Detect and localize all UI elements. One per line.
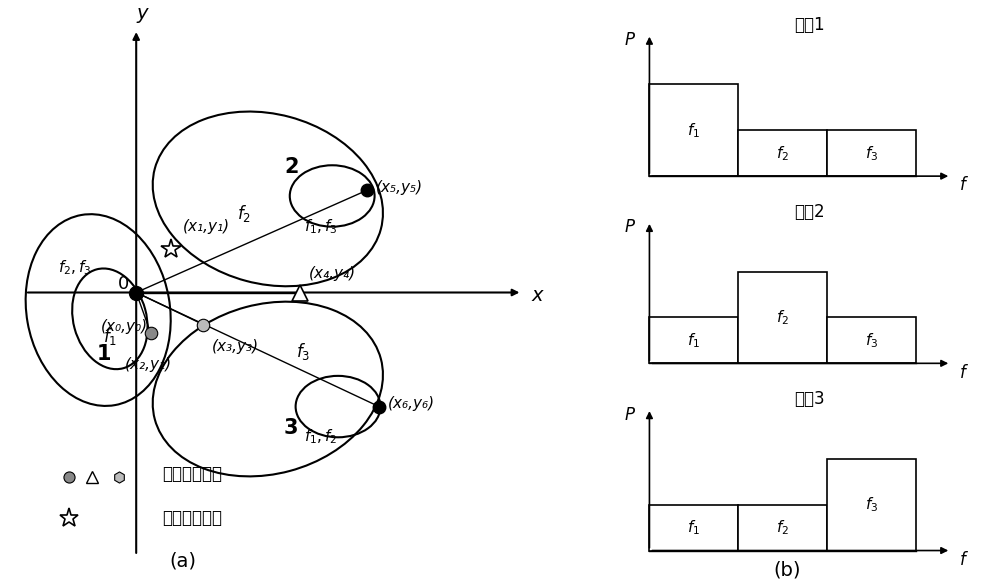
Text: $f_2$: $f_2$	[776, 144, 789, 163]
Text: $f_1$: $f_1$	[687, 518, 700, 537]
Bar	[738, 271, 827, 363]
Text: 2: 2	[284, 157, 298, 177]
Text: $f$: $f$	[959, 176, 969, 194]
Text: (x₄,y₄): (x₄,y₄)	[309, 266, 356, 281]
Text: $f$: $f$	[959, 550, 969, 569]
Text: (x₀,y₀): (x₀,y₀)	[101, 319, 148, 334]
Text: $f_1$: $f_1$	[687, 121, 700, 140]
Bar	[827, 459, 916, 550]
Bar	[738, 130, 827, 176]
Text: y: y	[136, 5, 148, 23]
Bar	[649, 318, 738, 363]
Text: $P$: $P$	[624, 218, 636, 236]
Text: (b): (b)	[773, 561, 800, 580]
Text: $f_2$: $f_2$	[776, 308, 789, 327]
Text: (x₅,y₅): (x₅,y₅)	[376, 180, 423, 195]
Bar	[649, 505, 738, 550]
Text: $f_2$: $f_2$	[776, 518, 789, 537]
Text: $f_3$: $f_3$	[296, 341, 310, 362]
Text: 小区中心节点: 小区中心节点	[163, 509, 223, 526]
Text: (x₆,y₆): (x₆,y₆)	[388, 396, 435, 411]
Text: $f_1,f_3$: $f_1,f_3$	[304, 217, 337, 236]
Text: x: x	[531, 286, 543, 305]
Text: $f_3$: $f_3$	[865, 495, 878, 514]
Text: 小区边缘节点: 小区边缘节点	[163, 465, 223, 483]
Text: 1: 1	[97, 344, 111, 364]
Text: (x₂,y₂): (x₂,y₂)	[124, 357, 171, 372]
Text: $P$: $P$	[624, 405, 636, 424]
Text: $f_2$: $f_2$	[237, 204, 251, 225]
Text: $f_3$: $f_3$	[865, 144, 878, 163]
Text: (a): (a)	[170, 552, 196, 570]
Text: $P$: $P$	[624, 31, 636, 49]
Text: $f_1$: $f_1$	[103, 326, 117, 347]
Bar	[649, 84, 738, 176]
Text: (x₁,y₁): (x₁,y₁)	[183, 219, 230, 234]
Text: $f_3$: $f_3$	[865, 331, 878, 350]
Text: $f_1,f_2$: $f_1,f_2$	[304, 428, 337, 446]
Text: $f_2,f_3$: $f_2,f_3$	[58, 258, 92, 277]
Text: $f_1$: $f_1$	[687, 331, 700, 350]
Text: 小区2: 小区2	[794, 203, 824, 221]
Text: 0: 0	[118, 275, 129, 292]
Text: 小区3: 小区3	[794, 390, 824, 408]
Bar	[827, 130, 916, 176]
Text: $f$: $f$	[959, 363, 969, 381]
Text: 小区1: 小区1	[794, 16, 824, 34]
Bar	[827, 318, 916, 363]
Text: (x₃,y₃): (x₃,y₃)	[212, 339, 259, 355]
Text: 3: 3	[284, 418, 298, 438]
Bar	[738, 505, 827, 550]
